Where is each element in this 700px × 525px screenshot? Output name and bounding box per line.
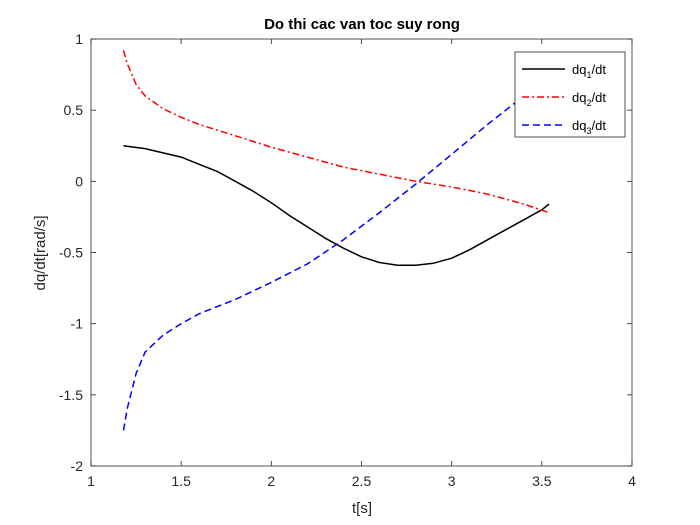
x-tick-label: 2 xyxy=(267,473,275,489)
legend-box xyxy=(514,51,626,138)
y-tick-label: 1 xyxy=(75,31,83,47)
series-line-3 xyxy=(122,102,516,431)
y-axis-ticks: -2 -1.5 -1 -0.5 0 0.5 1 xyxy=(59,31,632,474)
legend-label-3: dq3/dt xyxy=(572,118,606,136)
x-tick-label: 1 xyxy=(87,473,95,489)
series-line-1 xyxy=(123,145,550,267)
y-tick-label: -1.5 xyxy=(59,387,83,403)
chart-title: Do thi cac van toc suy rong xyxy=(264,16,460,33)
x-axis-ticks: 1 1.5 2 2.5 3 3.5 4 xyxy=(87,39,636,489)
y-tick-label: 0.5 xyxy=(64,102,84,118)
y-tick-label: 0 xyxy=(75,173,83,189)
legend-label-1: dq1/dt xyxy=(572,62,606,80)
series-line-2 xyxy=(122,50,550,214)
y-tick-label: -0.5 xyxy=(59,245,83,261)
x-tick-label: 4 xyxy=(628,473,636,489)
x-tick-label: 1.5 xyxy=(171,473,191,489)
x-tick-label: 2.5 xyxy=(352,473,372,489)
series-layer xyxy=(122,50,550,431)
legend: dq1/dt dq2/dt dq3/dt xyxy=(514,51,626,138)
x-axis-label: t[s] xyxy=(352,500,372,517)
legend-label-2: dq2/dt xyxy=(572,90,606,108)
x-tick-label: 3.5 xyxy=(532,473,552,489)
x-tick-label: 3 xyxy=(448,473,456,489)
y-tick-label: -1 xyxy=(71,316,84,332)
y-tick-label: -2 xyxy=(71,458,84,474)
y-axis-label: dq/dt[rad/s] xyxy=(32,215,49,290)
